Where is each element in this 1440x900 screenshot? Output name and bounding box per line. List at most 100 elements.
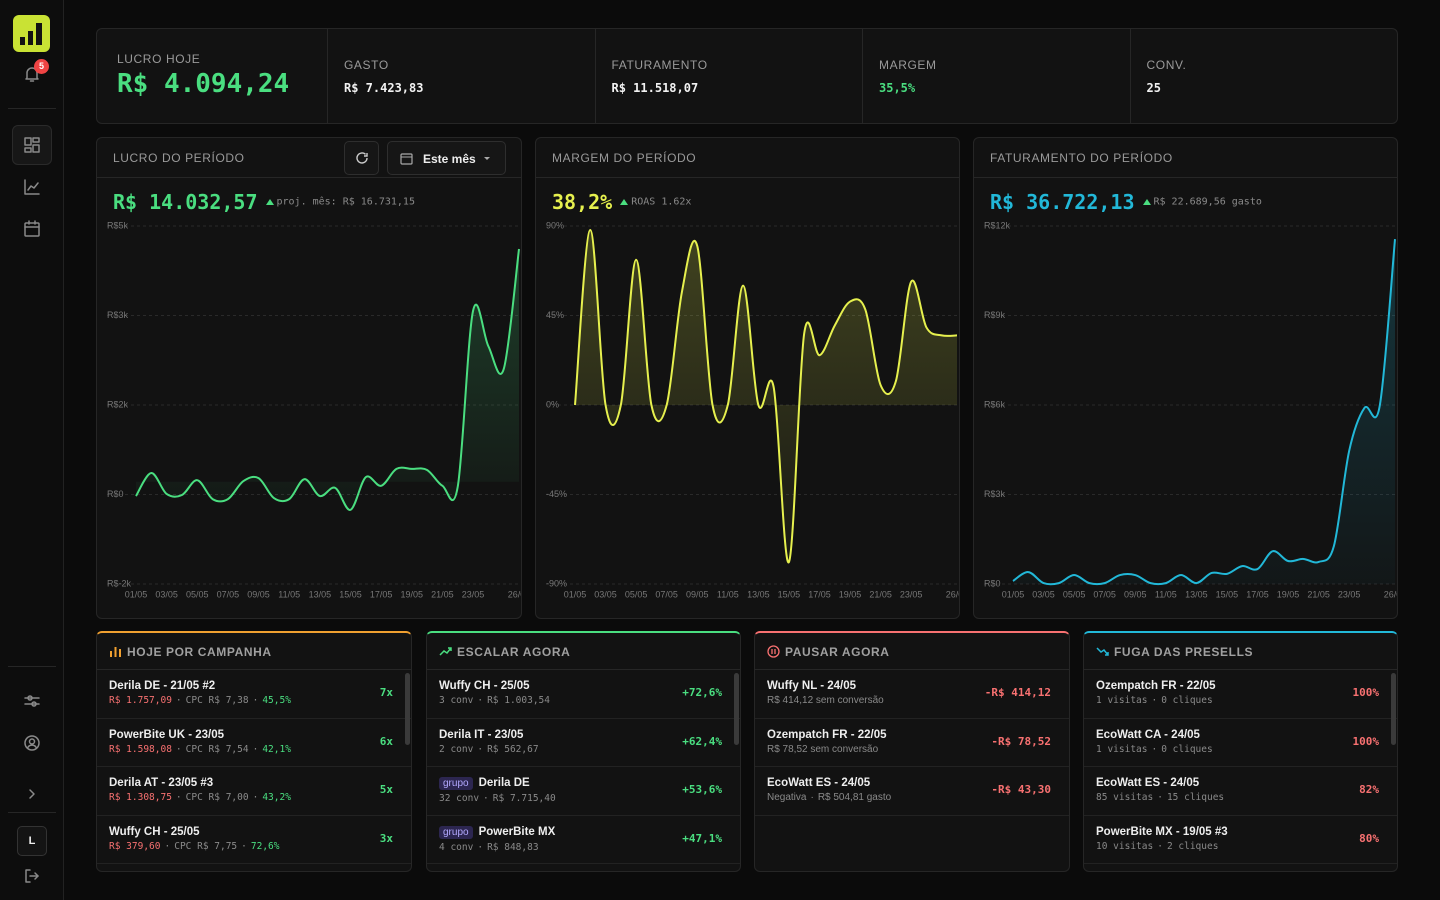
x-tick-label: 11/05 bbox=[717, 589, 739, 599]
kpi: CONV. 25 bbox=[1129, 29, 1398, 123]
x-tick-label: 09/05 bbox=[1124, 589, 1147, 599]
item-detail: 42,1% bbox=[262, 743, 291, 755]
y-tick-label: R$12k bbox=[984, 220, 1011, 230]
list-item[interactable]: EcoWatt CA - 24/05 1 visitas · 0 cliques 100… bbox=[1084, 719, 1397, 768]
list-item[interactable]: Derila AT - 23/05 #3 R$ 1.308,75 · CPC R$ 7… bbox=[97, 767, 411, 816]
list-item[interactable]: Derila DE - 21/05 #2 R$ 1.757,09 · CPC R$ 7… bbox=[97, 670, 411, 719]
nav-settings[interactable] bbox=[22, 691, 42, 711]
item-detail: 2 conv bbox=[439, 743, 474, 755]
list-item[interactable]: Ozempatch FR - 22/05 R$ 78,52 sem convers… bbox=[755, 719, 1069, 768]
chart: R$12k R$9k R$6k R$3k R$001/05 03/05 05/05 07/05… bbox=[984, 220, 1397, 599]
user-avatar[interactable]: L bbox=[17, 826, 47, 856]
item-value: -R$ 43,30 bbox=[991, 783, 1051, 797]
refresh-button[interactable] bbox=[344, 141, 379, 175]
list-item[interactable]: EcoWatt ES - 24/05 Negativa · R$ 504,81 gas… bbox=[755, 767, 1069, 816]
separator: · bbox=[1151, 695, 1158, 706]
item-name: PowerBite MX - 19/05 #3 bbox=[1096, 826, 1397, 838]
item-name: Wuffy NL - 24/05 bbox=[767, 680, 1069, 692]
item-name: Ozempatch FR - 22/05 bbox=[767, 729, 1069, 741]
x-tick-label: 07/05 bbox=[655, 589, 678, 599]
chart-title: MARGEM DO PERÍODO bbox=[552, 151, 697, 165]
x-tick-label: 01/05 bbox=[1002, 589, 1025, 599]
logo[interactable] bbox=[13, 15, 50, 52]
expand-sidebar[interactable] bbox=[22, 784, 42, 804]
item-detail: 1 visitas bbox=[1096, 743, 1148, 755]
item-sub: 1 visitas · 0 cliques bbox=[1096, 695, 1397, 706]
x-tick-label: 05/05 bbox=[625, 589, 648, 599]
panel-title: ESCALAR AGORA bbox=[457, 645, 571, 659]
item-title: Derila DE bbox=[478, 777, 530, 790]
item-title: Derila AT - 23/05 #3 bbox=[109, 777, 214, 790]
list-item[interactable]: Wuffy CH - 25/05 R$ 379,60 · CPC R$ 7,75 · 72… bbox=[97, 816, 411, 865]
y-tick-label: 90% bbox=[546, 220, 564, 230]
nav-analytics[interactable] bbox=[22, 177, 42, 197]
item-title: Ozempatch FR - 22/05 bbox=[1096, 680, 1216, 692]
item-detail: R$ 1.003,54 bbox=[487, 695, 550, 706]
nav-dashboard[interactable] bbox=[22, 135, 42, 155]
item-sub: R$ 414,12 sem conversão bbox=[767, 695, 1069, 706]
x-tick-label: 13/05 bbox=[747, 589, 770, 599]
headline-value: R$ 36.722,13 bbox=[990, 190, 1135, 214]
x-tick-label: 01/05 bbox=[125, 589, 148, 599]
separator: · bbox=[252, 792, 259, 804]
x-tick-label: 26/05 bbox=[946, 589, 959, 599]
chart: 90% 45% 0% -45% -90%01/05 03/05 05/05 07/05 09/0… bbox=[546, 220, 959, 599]
separator: · bbox=[252, 695, 259, 706]
item-sub: 1 visitas · 0 cliques bbox=[1096, 744, 1397, 755]
item-detail: CPC R$ 7,75 bbox=[174, 840, 238, 852]
list-item[interactable]: PowerBite MX - 19/05 #3 10 visitas · 2 cliq… bbox=[1084, 816, 1397, 865]
list-item[interactable]: Derila IT - 23/05 2 conv · R$ 562,67 +62,4% bbox=[427, 719, 740, 768]
kpi: LUCRO HOJE R$ 4.094,24 bbox=[97, 29, 327, 123]
separator: · bbox=[477, 841, 484, 853]
list-item[interactable]: grupo PowerBite MX 4 conv · R$ 848,83 +47,1% bbox=[427, 816, 740, 865]
nav-calendar[interactable] bbox=[22, 219, 42, 239]
x-tick-label: 21/05 bbox=[1307, 589, 1330, 599]
item-value: 82% bbox=[1359, 783, 1379, 797]
item-value: +47,1% bbox=[682, 831, 722, 845]
headline-note: R$ 22.689,56 gasto bbox=[1153, 196, 1262, 208]
x-tick-label: 05/05 bbox=[186, 589, 209, 599]
period-select[interactable]: Este mês bbox=[387, 141, 506, 175]
item-value: -R$ 78,52 bbox=[991, 734, 1051, 748]
list-item[interactable]: Wuffy NL - 24/05 R$ 414,12 sem conversão -… bbox=[755, 670, 1069, 719]
nav-active[interactable] bbox=[12, 125, 52, 165]
list-item[interactable]: Ozempatch FR - 22/05 1 visitas · 0 cliques 1… bbox=[1084, 670, 1397, 719]
item-name: grupo Derila DE bbox=[439, 777, 740, 791]
trend-up bbox=[620, 199, 629, 205]
list-item[interactable]: Wuffy CH - 25/05 3 conv · R$ 1.003,54 +72,6% bbox=[427, 670, 740, 719]
list-item[interactable]: EcoWatt ES - 24/05 85 visitas · 15 cliques 8… bbox=[1084, 767, 1397, 816]
list-panel: PAUSAR AGORA Wuffy NL - 24/05 R$ 414,12 s… bbox=[754, 631, 1070, 872]
kpi-value: 35,5% bbox=[879, 81, 916, 95]
chart-title: LUCRO DO PERÍODO bbox=[113, 151, 245, 165]
list-item[interactable]: PowerBite UK - 23/05 R$ 1.598,08 · CPC R$ 7… bbox=[97, 719, 411, 768]
separator: · bbox=[175, 695, 182, 706]
x-tick-label: 11/05 bbox=[1155, 589, 1177, 599]
item-value: +72,6% bbox=[682, 686, 722, 699]
panel-title: FUGA DAS PRESELLS bbox=[1114, 645, 1254, 659]
area-fill bbox=[136, 249, 519, 510]
nav-profile[interactable] bbox=[22, 733, 42, 753]
y-tick-label: R$2k bbox=[107, 399, 129, 409]
item-value: 100% bbox=[1352, 686, 1380, 699]
headline: 38,2% ROAS 1.62x bbox=[552, 190, 691, 214]
kpi-value: R$ 11.518,07 bbox=[611, 81, 699, 95]
item-detail: 2 cliques bbox=[1166, 840, 1219, 852]
headline-value: R$ 14.032,57 bbox=[113, 190, 258, 214]
x-tick-label: 17/05 bbox=[370, 589, 393, 599]
list-item[interactable]: grupo Derila DE 32 conv · R$ 7.715,40 +53,6% bbox=[427, 767, 740, 816]
y-tick-label: R$5k bbox=[107, 220, 129, 230]
item-detail: CPC R$ 7,54 bbox=[185, 743, 249, 755]
item-detail: 72,6% bbox=[250, 840, 280, 852]
item-sub: 4 conv · R$ 848,83 bbox=[439, 842, 740, 853]
group-badge: grupo bbox=[439, 825, 473, 839]
item-detail: 4 conv bbox=[439, 841, 474, 853]
x-tick-label: 19/05 bbox=[1277, 589, 1300, 599]
logout[interactable] bbox=[22, 866, 42, 886]
y-tick-label: -90% bbox=[546, 578, 567, 588]
item-value: 5x bbox=[379, 783, 393, 797]
x-tick-label: 01/05 bbox=[564, 589, 587, 599]
x-tick-label: 26/05 bbox=[1384, 589, 1397, 599]
line bbox=[1012, 239, 1396, 586]
item-detail: R$ 78,52 sem conversão bbox=[767, 743, 879, 755]
